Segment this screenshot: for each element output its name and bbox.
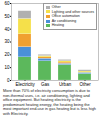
svg-text:60: 60 <box>4 1 10 6</box>
svg-text:0: 0 <box>7 78 10 83</box>
svg-text:20: 20 <box>4 52 10 57</box>
svg-text:Urban: Urban <box>59 82 72 87</box>
svg-text:30: 30 <box>4 39 10 44</box>
svg-text:10: 10 <box>4 65 10 70</box>
html-text:Other: Other <box>51 5 61 9</box>
html-text:More than 70% of electricity c: More than 70% of electricity consumption… <box>3 88 96 116</box>
svg-text:50: 50 <box>4 14 10 19</box>
svg-text:Gas: Gas <box>41 82 50 87</box>
html-text:Heating: Heating <box>51 23 64 28</box>
html-text:Lighting and other sources: Lighting and other sources <box>51 9 94 14</box>
svg-text:Other: Other <box>79 82 91 87</box>
svg-text:Electricity: Electricity <box>15 82 35 87</box>
svg-text:40: 40 <box>4 27 10 32</box>
html-text:Air conditioning: Air conditioning <box>51 18 77 23</box>
html-text:Office automation: Office automation <box>51 14 80 19</box>
